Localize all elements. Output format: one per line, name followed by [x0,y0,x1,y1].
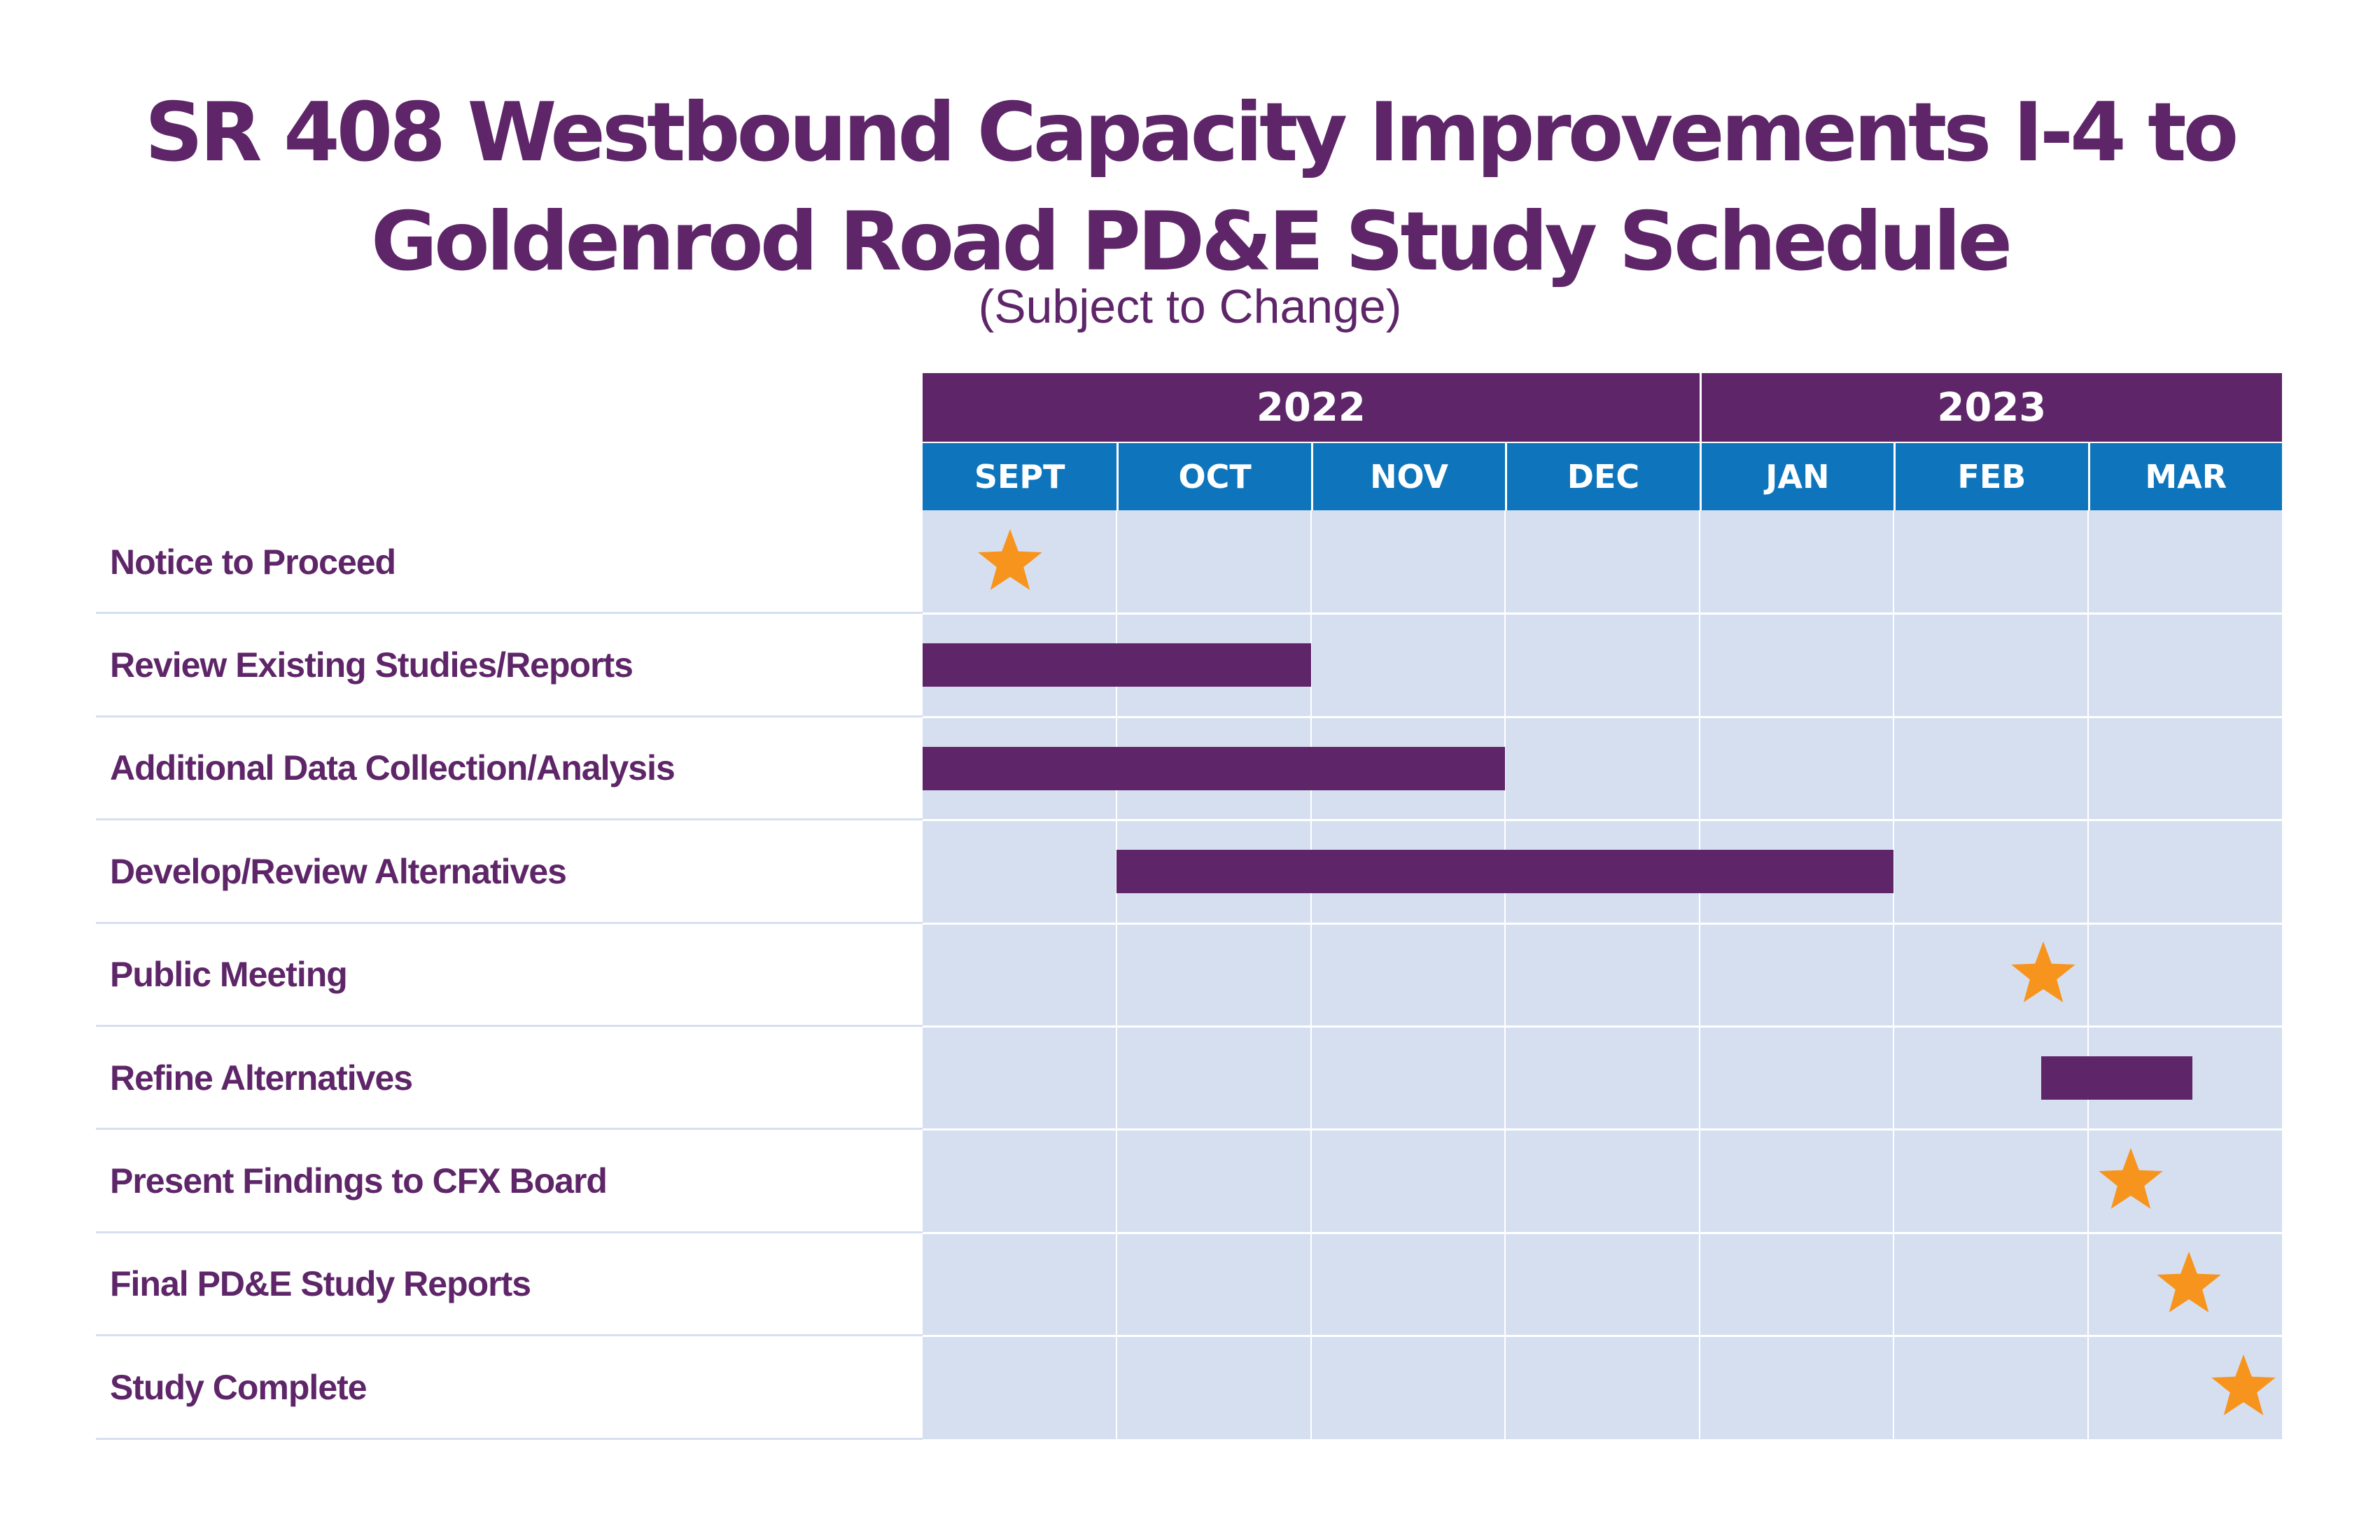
task-row-separator [96,715,923,718]
row-gridline [923,819,2282,822]
task-label: Present Findings to CFX Board [110,1161,608,1200]
task-label: Additional Data Collection/Analysis [110,748,676,788]
task-bar [923,643,1311,687]
task-row-separator [96,1437,923,1440]
row-gridline [923,1335,2282,1338]
month-header-nov: NOV [1310,443,1506,510]
month-gridline [1698,510,1700,1439]
year-header-row: 2022 2023 [923,373,2282,442]
task-row-separator [96,1025,923,1027]
task-row-separator [96,612,923,615]
chart-title-line-2: Goldenrod Road PD&E Study Schedule [370,195,2012,289]
task-label: Develop/Review Alternatives [110,851,567,891]
chart-subtitle: (Subject to Change) [978,280,1402,333]
task-row-separator [96,1334,923,1337]
row-gridline [923,1026,2282,1028]
row-gridline [923,612,2282,615]
row-gridline [923,1128,2282,1131]
month-header-jan: JAN [1699,443,1894,510]
year-header-2023: 2023 [1699,373,2282,442]
task-bar [923,746,1506,790]
task-label: Review Existing Studies/Reports [110,645,634,685]
row-gridline [923,715,2282,718]
milestone-star-icon [2152,1250,2225,1320]
milestone-star-icon [2207,1352,2280,1422]
row-gridline [923,922,2282,925]
month-gridline [1504,510,1506,1439]
chart-title-line-1: SR 408 Westbound Capacity Improvements I… [144,85,2239,180]
task-bar [2040,1056,2193,1100]
month-gridline [2087,510,2089,1439]
task-row-separator [96,921,923,924]
row-gridline [923,1231,2282,1234]
month-header-row: SEPT OCT NOV DEC JAN FEB MAR [923,443,2282,510]
month-gridline [1893,510,1895,1439]
task-label: Notice to Proceed [110,542,396,582]
milestone-star-icon [2094,1146,2167,1216]
gantt-grid [923,510,2282,1439]
month-header-dec: DEC [1505,443,1700,510]
month-header-mar: MAR [2087,443,2282,510]
task-label: Final PD&E Study Reports [110,1264,531,1304]
task-row-separator [96,1231,923,1233]
task-label: Study Complete [110,1367,368,1407]
task-row-separator [96,818,923,821]
year-header-2022: 2022 [923,373,1700,442]
task-label: Refine Alternatives [110,1058,413,1098]
month-gridline [1310,510,1312,1439]
month-header-oct: OCT [1116,443,1311,510]
month-header-feb: FEB [1893,443,2088,510]
task-label: Public Meeting [110,955,348,995]
task-bar [1116,849,1894,893]
month-header-sept: SEPT [923,443,1117,510]
chart-title: SR 408 Westbound Capacity Improvements I… [0,78,2380,297]
milestone-star-icon [2007,939,2080,1009]
month-gridline [1116,510,1118,1439]
task-row-separator [96,1128,923,1130]
milestone-star-icon [974,527,1046,597]
